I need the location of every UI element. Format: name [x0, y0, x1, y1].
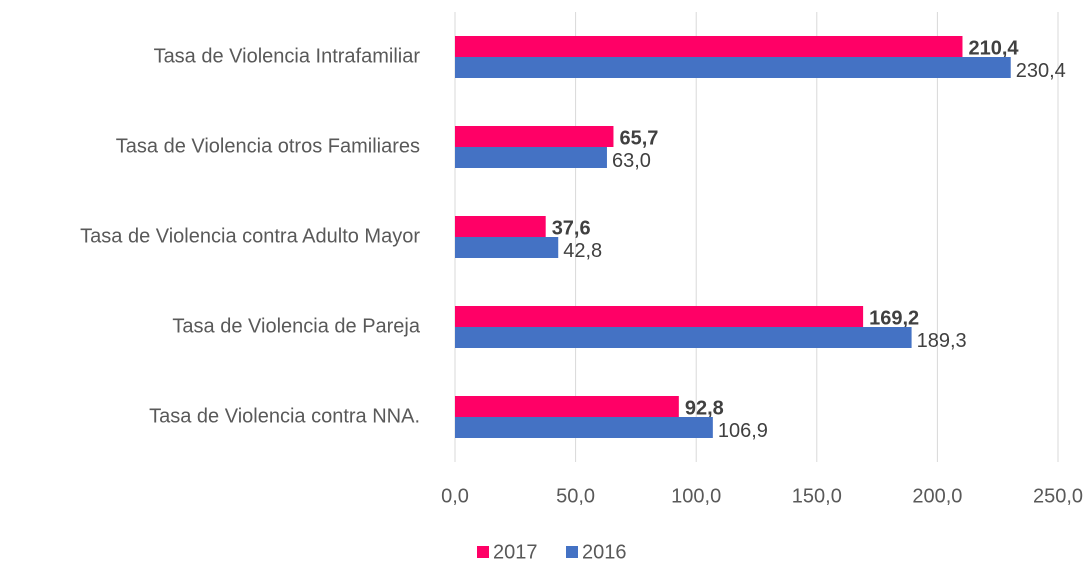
value-label: 189,3 — [917, 330, 967, 352]
bar — [455, 36, 963, 57]
value-label: 106,9 — [718, 420, 768, 442]
value-label: 42,8 — [563, 240, 602, 262]
bar — [455, 147, 607, 168]
value-label: 210,4 — [968, 37, 1019, 59]
value-label: 169,2 — [869, 307, 919, 329]
bar — [455, 237, 559, 258]
y-tick-label: Tasa de Violencia de Pareja — [172, 315, 420, 337]
bar — [455, 126, 614, 147]
value-label: 65,7 — [619, 127, 658, 149]
value-label: 63,0 — [612, 150, 651, 172]
legend-swatch — [477, 546, 489, 558]
y-tick-label: Tasa de Violencia otros Familiares — [116, 135, 420, 157]
x-tick-label: 200,0 — [912, 485, 962, 507]
y-tick-label: Tasa de Violencia Intrafamiliar — [154, 45, 421, 67]
bar — [455, 417, 713, 438]
legend-swatch — [566, 546, 578, 558]
x-tick-label: 100,0 — [671, 485, 721, 507]
x-tick-label: 50,0 — [556, 485, 595, 507]
bar — [455, 216, 546, 237]
bar — [455, 57, 1011, 78]
bar — [455, 306, 864, 327]
value-label: 37,6 — [552, 217, 591, 239]
x-tick-label: 150,0 — [792, 485, 842, 507]
x-tick-label: 250,0 — [1033, 485, 1083, 507]
y-tick-label: Tasa de Violencia contra NNA. — [149, 405, 420, 427]
legend-label: 2016 — [582, 541, 627, 563]
legend-label: 2017 — [493, 541, 538, 563]
bar — [455, 327, 912, 348]
y-tick-label: Tasa de Violencia contra Adulto Mayor — [80, 225, 420, 247]
x-tick-label: 0,0 — [441, 485, 469, 507]
value-label: 230,4 — [1016, 60, 1066, 82]
value-label: 92,8 — [685, 397, 724, 419]
bar — [455, 396, 679, 417]
